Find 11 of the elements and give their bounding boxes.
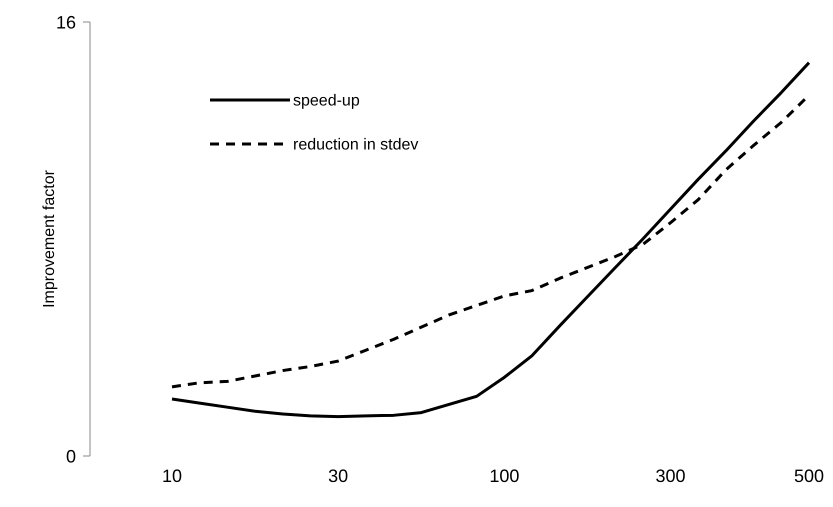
- y-axis-title: Improvement factor: [41, 169, 58, 308]
- legend-label: speed-up: [293, 92, 360, 110]
- x-tick-label: 100: [489, 466, 520, 486]
- x-tick-label: 30: [328, 466, 348, 486]
- x-tick-label: 10: [162, 466, 182, 486]
- x-tick-label: 300: [656, 466, 686, 486]
- y-tick-label: 0: [66, 446, 76, 466]
- x-tick-label: 500: [794, 466, 824, 486]
- y-tick-label: 16: [56, 12, 76, 32]
- line-series: [170, 61, 810, 418]
- legend-label: reduction in stdev: [293, 136, 418, 154]
